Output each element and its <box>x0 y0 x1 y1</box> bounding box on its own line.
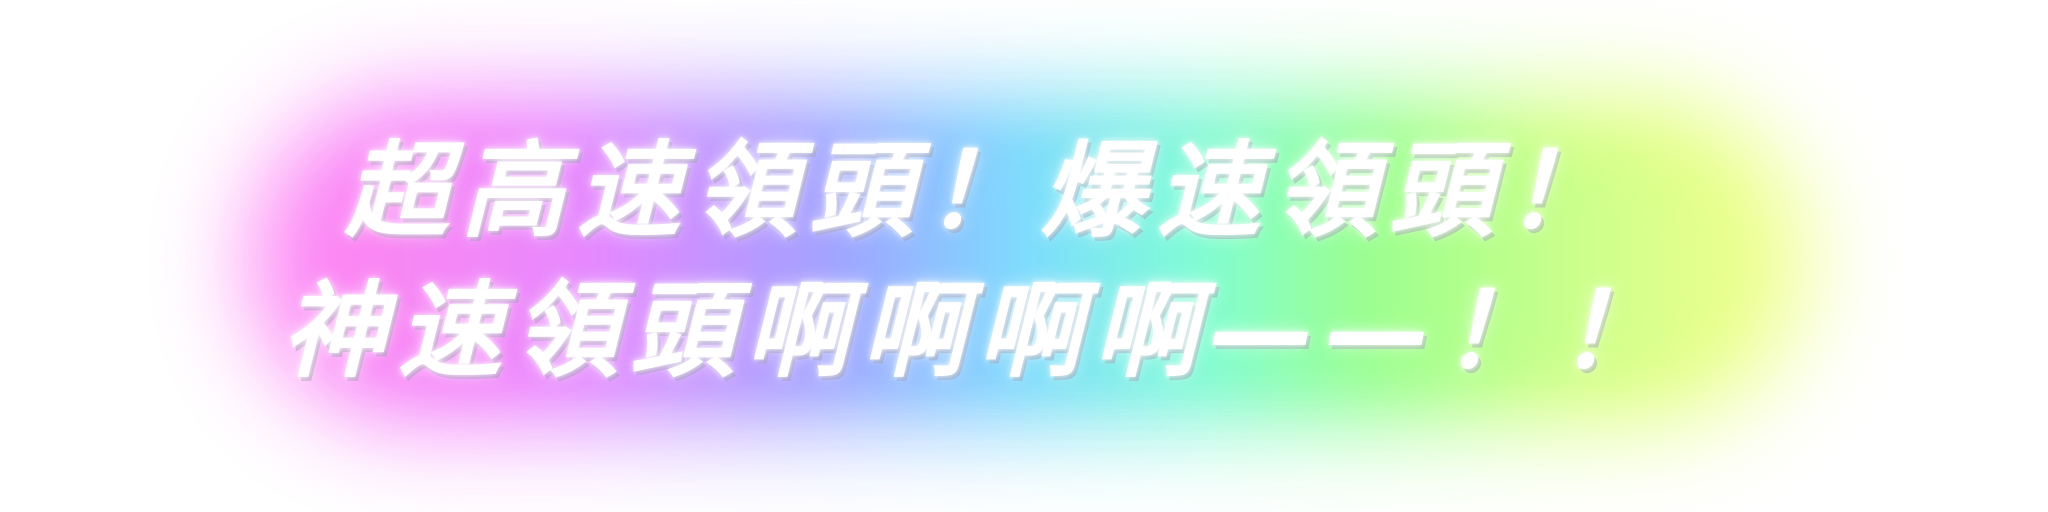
rainbow-glow-core <box>330 150 1730 380</box>
headline-line-1: 超高速領頭！爆速領頭！ <box>345 130 1622 252</box>
headline-line-2: 神速領頭啊啊啊啊——！！ <box>282 270 1675 392</box>
